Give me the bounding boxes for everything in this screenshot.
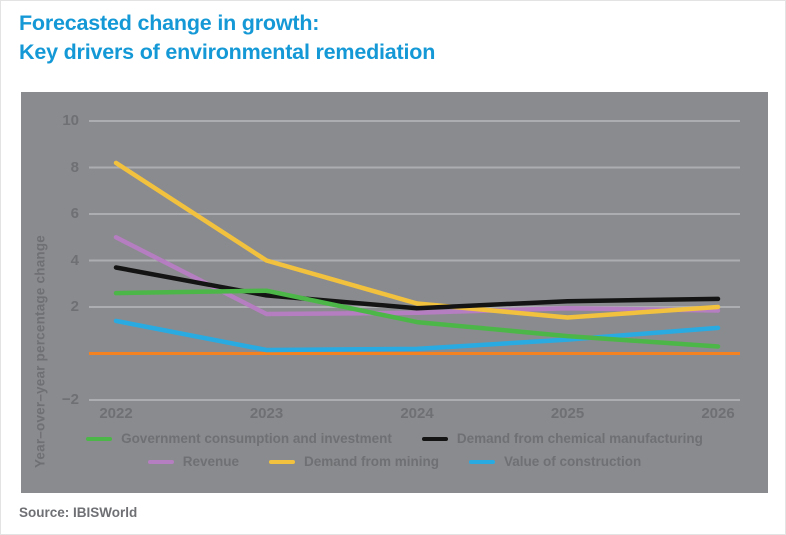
- legend-label: Government consumption and investment: [121, 431, 392, 446]
- page-title-line-1: Forecasted change in growth:: [19, 11, 320, 35]
- legend-row: Government consumption and investment Dem…: [86, 431, 703, 446]
- legend-item: Demand from chemical manufacturing: [421, 431, 703, 446]
- y-tick-label: −2: [61, 391, 79, 408]
- legend-label: Value of construction: [504, 454, 642, 469]
- x-tick-label: 2023: [249, 405, 284, 422]
- legend-swatch-icon: [268, 459, 295, 464]
- legend-item: Value of construction: [469, 454, 641, 469]
- series-line-value-of-construction: [113, 318, 721, 353]
- page-title: Forecasted change in growth: Key drivers…: [19, 9, 435, 67]
- source-text: Source: IBISWorld: [19, 505, 138, 520]
- chart-legend: Government consumption and investment Dem…: [21, 431, 768, 469]
- x-tick-label: 2024: [400, 405, 434, 422]
- legend-swatch-icon: [147, 459, 174, 464]
- series-line-demand-from-chemical-manufacturing: [113, 265, 721, 311]
- legend-item: Government consumption and investment: [86, 431, 392, 446]
- y-tick-label: 2: [70, 298, 79, 315]
- y-tick-label: 8: [70, 158, 79, 176]
- page-title-line-2: Key drivers of environmental remediation: [19, 40, 436, 64]
- series-line-revenue: [113, 235, 721, 317]
- legend-swatch-icon: [469, 459, 495, 464]
- chart-canvas: [89, 120, 740, 401]
- y-tick-label: 10: [62, 112, 79, 129]
- x-tick-label: 2025: [550, 405, 585, 422]
- legend-item: Demand from mining: [268, 454, 439, 469]
- series-line-government-consumption-and-investment: [113, 288, 721, 349]
- legend-swatch-icon: [86, 436, 113, 441]
- legend-label: Demand from chemical manufacturing: [456, 431, 703, 446]
- x-tick-label: 2026: [701, 405, 735, 422]
- legend-label: Revenue: [182, 454, 239, 469]
- y-tick-label: 6: [70, 205, 79, 222]
- legend-swatch-icon: [421, 436, 448, 441]
- chart-panel: Year–over–year percentage change 10 8 6 4 2−…: [21, 92, 768, 493]
- legend-label: Demand from mining: [303, 454, 439, 469]
- series-line-demand-from-mining: [113, 160, 721, 320]
- y-tick-label: 4: [70, 251, 79, 269]
- legend-item: Revenue: [147, 454, 239, 469]
- legend-row: Revenue Demand from mining Value of constr…: [147, 454, 641, 469]
- x-tick-label: 2022: [99, 405, 133, 422]
